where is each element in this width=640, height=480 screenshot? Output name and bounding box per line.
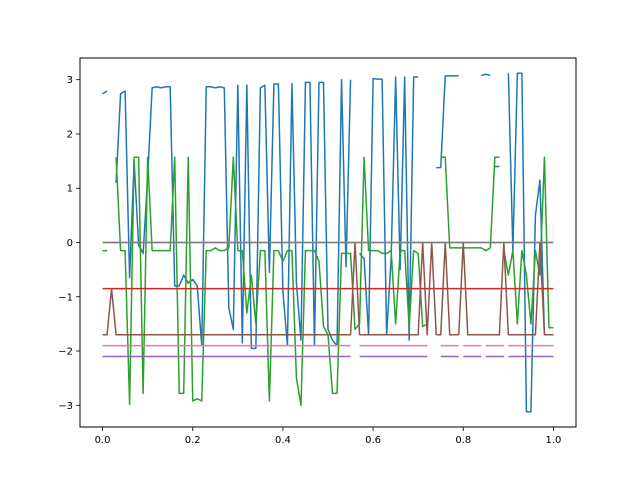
x-tick-label: 0.0	[95, 435, 111, 446]
y-tick-label: 2	[67, 129, 73, 140]
y-tick-label: 1	[67, 184, 73, 195]
y-axis-ticks: −3 −2 −1 0 1 2 3	[58, 75, 80, 412]
x-tick-label: 0.6	[365, 435, 381, 446]
x-tick-label: 0.8	[455, 435, 471, 446]
y-tick-label: 0	[67, 238, 73, 249]
y-tick-label: −3	[58, 401, 73, 412]
x-tick-label: 1.0	[546, 435, 562, 446]
x-tick-label: 0.4	[275, 435, 291, 446]
series-line-3	[102, 156, 554, 407]
y-tick-label: −2	[58, 347, 73, 358]
x-axis-ticks: 0.0 0.2 0.4 0.6 0.8 1.0	[95, 427, 562, 446]
y-tick-label: 3	[67, 75, 73, 86]
x-tick-label: 0.2	[185, 435, 201, 446]
series-line-6	[102, 241, 554, 336]
series-line-1	[102, 72, 554, 413]
series-layer	[102, 72, 554, 413]
y-tick-label: −1	[58, 292, 73, 303]
